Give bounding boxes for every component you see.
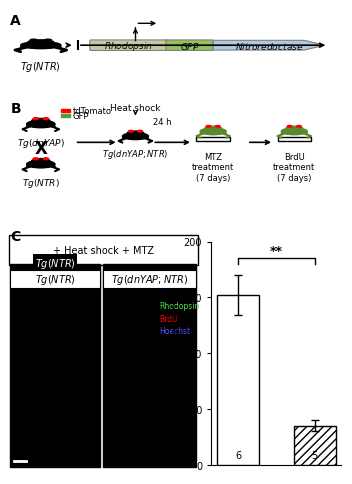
Text: $\it{Tg(NTR)}$: $\it{Tg(NTR)}$ (20, 60, 61, 74)
Circle shape (128, 131, 133, 133)
Ellipse shape (21, 43, 61, 49)
Circle shape (206, 126, 211, 128)
Circle shape (43, 119, 49, 121)
FancyBboxPatch shape (166, 41, 213, 51)
Text: $\it{Tg(dnYAP)}$: $\it{Tg(dnYAP)}$ (17, 137, 65, 150)
Text: $\it{Nitroreductase}$: $\it{Nitroreductase}$ (235, 41, 303, 52)
FancyBboxPatch shape (103, 270, 196, 289)
Text: Rhodopsin: Rhodopsin (159, 302, 200, 311)
Text: Heat shock: Heat shock (110, 104, 161, 113)
FancyBboxPatch shape (9, 236, 198, 265)
Text: $\it{Rhodopsin}$: $\it{Rhodopsin}$ (104, 40, 153, 53)
Text: BrdU: BrdU (159, 314, 178, 323)
Circle shape (45, 40, 51, 42)
Bar (217, 295, 259, 465)
Text: Hoechst: Hoechst (159, 326, 190, 335)
Circle shape (30, 40, 37, 42)
Polygon shape (213, 41, 325, 51)
Text: $\it{Tg(NTR)}$: $\it{Tg(NTR)}$ (34, 272, 75, 287)
Bar (294, 426, 335, 465)
Ellipse shape (286, 127, 303, 131)
FancyBboxPatch shape (90, 41, 168, 51)
Circle shape (43, 158, 49, 160)
Text: **: ** (270, 244, 283, 257)
Text: B: B (11, 102, 21, 116)
Bar (61, 110, 70, 113)
FancyBboxPatch shape (11, 264, 100, 467)
Ellipse shape (122, 134, 149, 140)
Text: $\it{Tg(dnYAP;NTR)}$: $\it{Tg(dnYAP;NTR)}$ (102, 148, 169, 161)
Ellipse shape (32, 159, 50, 164)
Text: MTZ
treatment
(7 days): MTZ treatment (7 days) (192, 153, 234, 182)
Ellipse shape (27, 121, 55, 128)
Circle shape (287, 126, 292, 128)
Text: $\it{GFP}$: $\it{GFP}$ (180, 41, 199, 52)
Text: 5: 5 (312, 450, 318, 460)
Text: $\it{Tg(NTR)}$: $\it{Tg(NTR)}$ (34, 257, 75, 270)
Circle shape (33, 119, 38, 121)
Text: $\it{Tg(NTR)}$: $\it{Tg(NTR)}$ (22, 177, 60, 190)
Text: 24 h: 24 h (153, 118, 172, 127)
Y-axis label: BrdU+ cells /section: BrdU+ cells /section (171, 304, 181, 403)
Text: 6: 6 (235, 450, 241, 460)
Text: A: A (11, 14, 21, 28)
Text: C: C (11, 229, 21, 243)
Circle shape (138, 131, 143, 133)
Ellipse shape (200, 129, 226, 136)
Ellipse shape (281, 129, 307, 136)
Circle shape (33, 158, 38, 160)
Ellipse shape (27, 161, 55, 168)
Text: tdTomato: tdTomato (73, 107, 112, 116)
Text: X: X (34, 140, 47, 158)
Text: GFP: GFP (73, 112, 89, 121)
Ellipse shape (127, 132, 144, 136)
Bar (61, 115, 70, 118)
Ellipse shape (205, 127, 221, 131)
Circle shape (215, 126, 220, 128)
Text: BrdU
treatment
(7 days): BrdU treatment (7 days) (273, 153, 315, 182)
Text: $\it{Tg(dnYAP;NTR)}$: $\it{Tg(dnYAP;NTR)}$ (111, 272, 188, 287)
Ellipse shape (32, 119, 50, 124)
Text: + Heat shock + MTZ: + Heat shock + MTZ (53, 245, 154, 256)
Circle shape (296, 126, 301, 128)
FancyBboxPatch shape (103, 264, 196, 467)
FancyBboxPatch shape (11, 270, 100, 289)
Ellipse shape (28, 41, 54, 45)
